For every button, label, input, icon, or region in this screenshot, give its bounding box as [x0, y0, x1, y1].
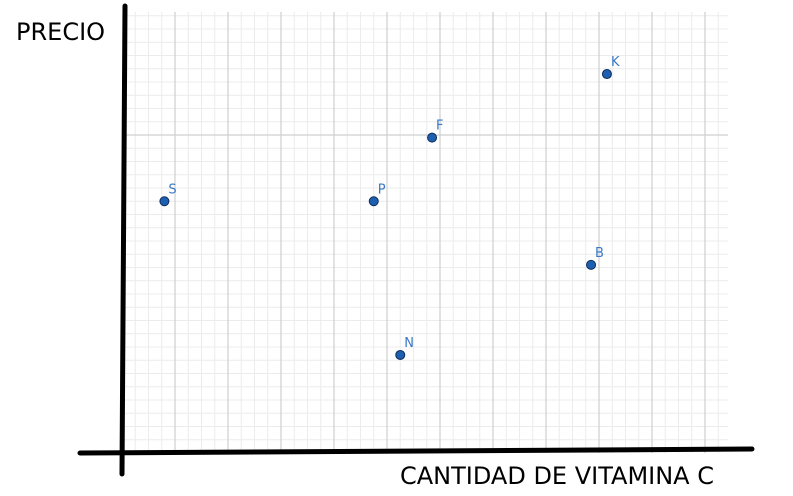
y-axis — [119, 3, 128, 477]
point-marker — [159, 196, 170, 207]
point-marker — [601, 69, 612, 80]
data-point-k: K — [601, 55, 620, 80]
data-point-p: P — [368, 182, 386, 207]
point-label: P — [378, 182, 386, 197]
point-marker — [368, 196, 379, 207]
y-axis-title: PRECIO — [16, 18, 105, 46]
data-point-b: B — [586, 246, 604, 270]
grid-minor — [122, 12, 728, 453]
point-label: N — [404, 336, 414, 351]
data-point-s: S — [159, 182, 177, 207]
data-point-n: N — [395, 336, 414, 360]
grid-major — [122, 12, 728, 453]
x-axis — [77, 446, 755, 456]
x-axis-title: CANTIDAD DE VITAMINA C — [400, 462, 714, 490]
data-points: S P F K B N — [159, 55, 620, 360]
point-label: B — [595, 246, 604, 261]
point-label: F — [436, 119, 443, 134]
point-label: K — [611, 55, 620, 70]
point-marker — [427, 132, 438, 143]
point-marker — [395, 349, 406, 360]
data-point-f: F — [427, 119, 444, 143]
point-marker — [586, 259, 597, 270]
point-label: S — [168, 182, 176, 197]
